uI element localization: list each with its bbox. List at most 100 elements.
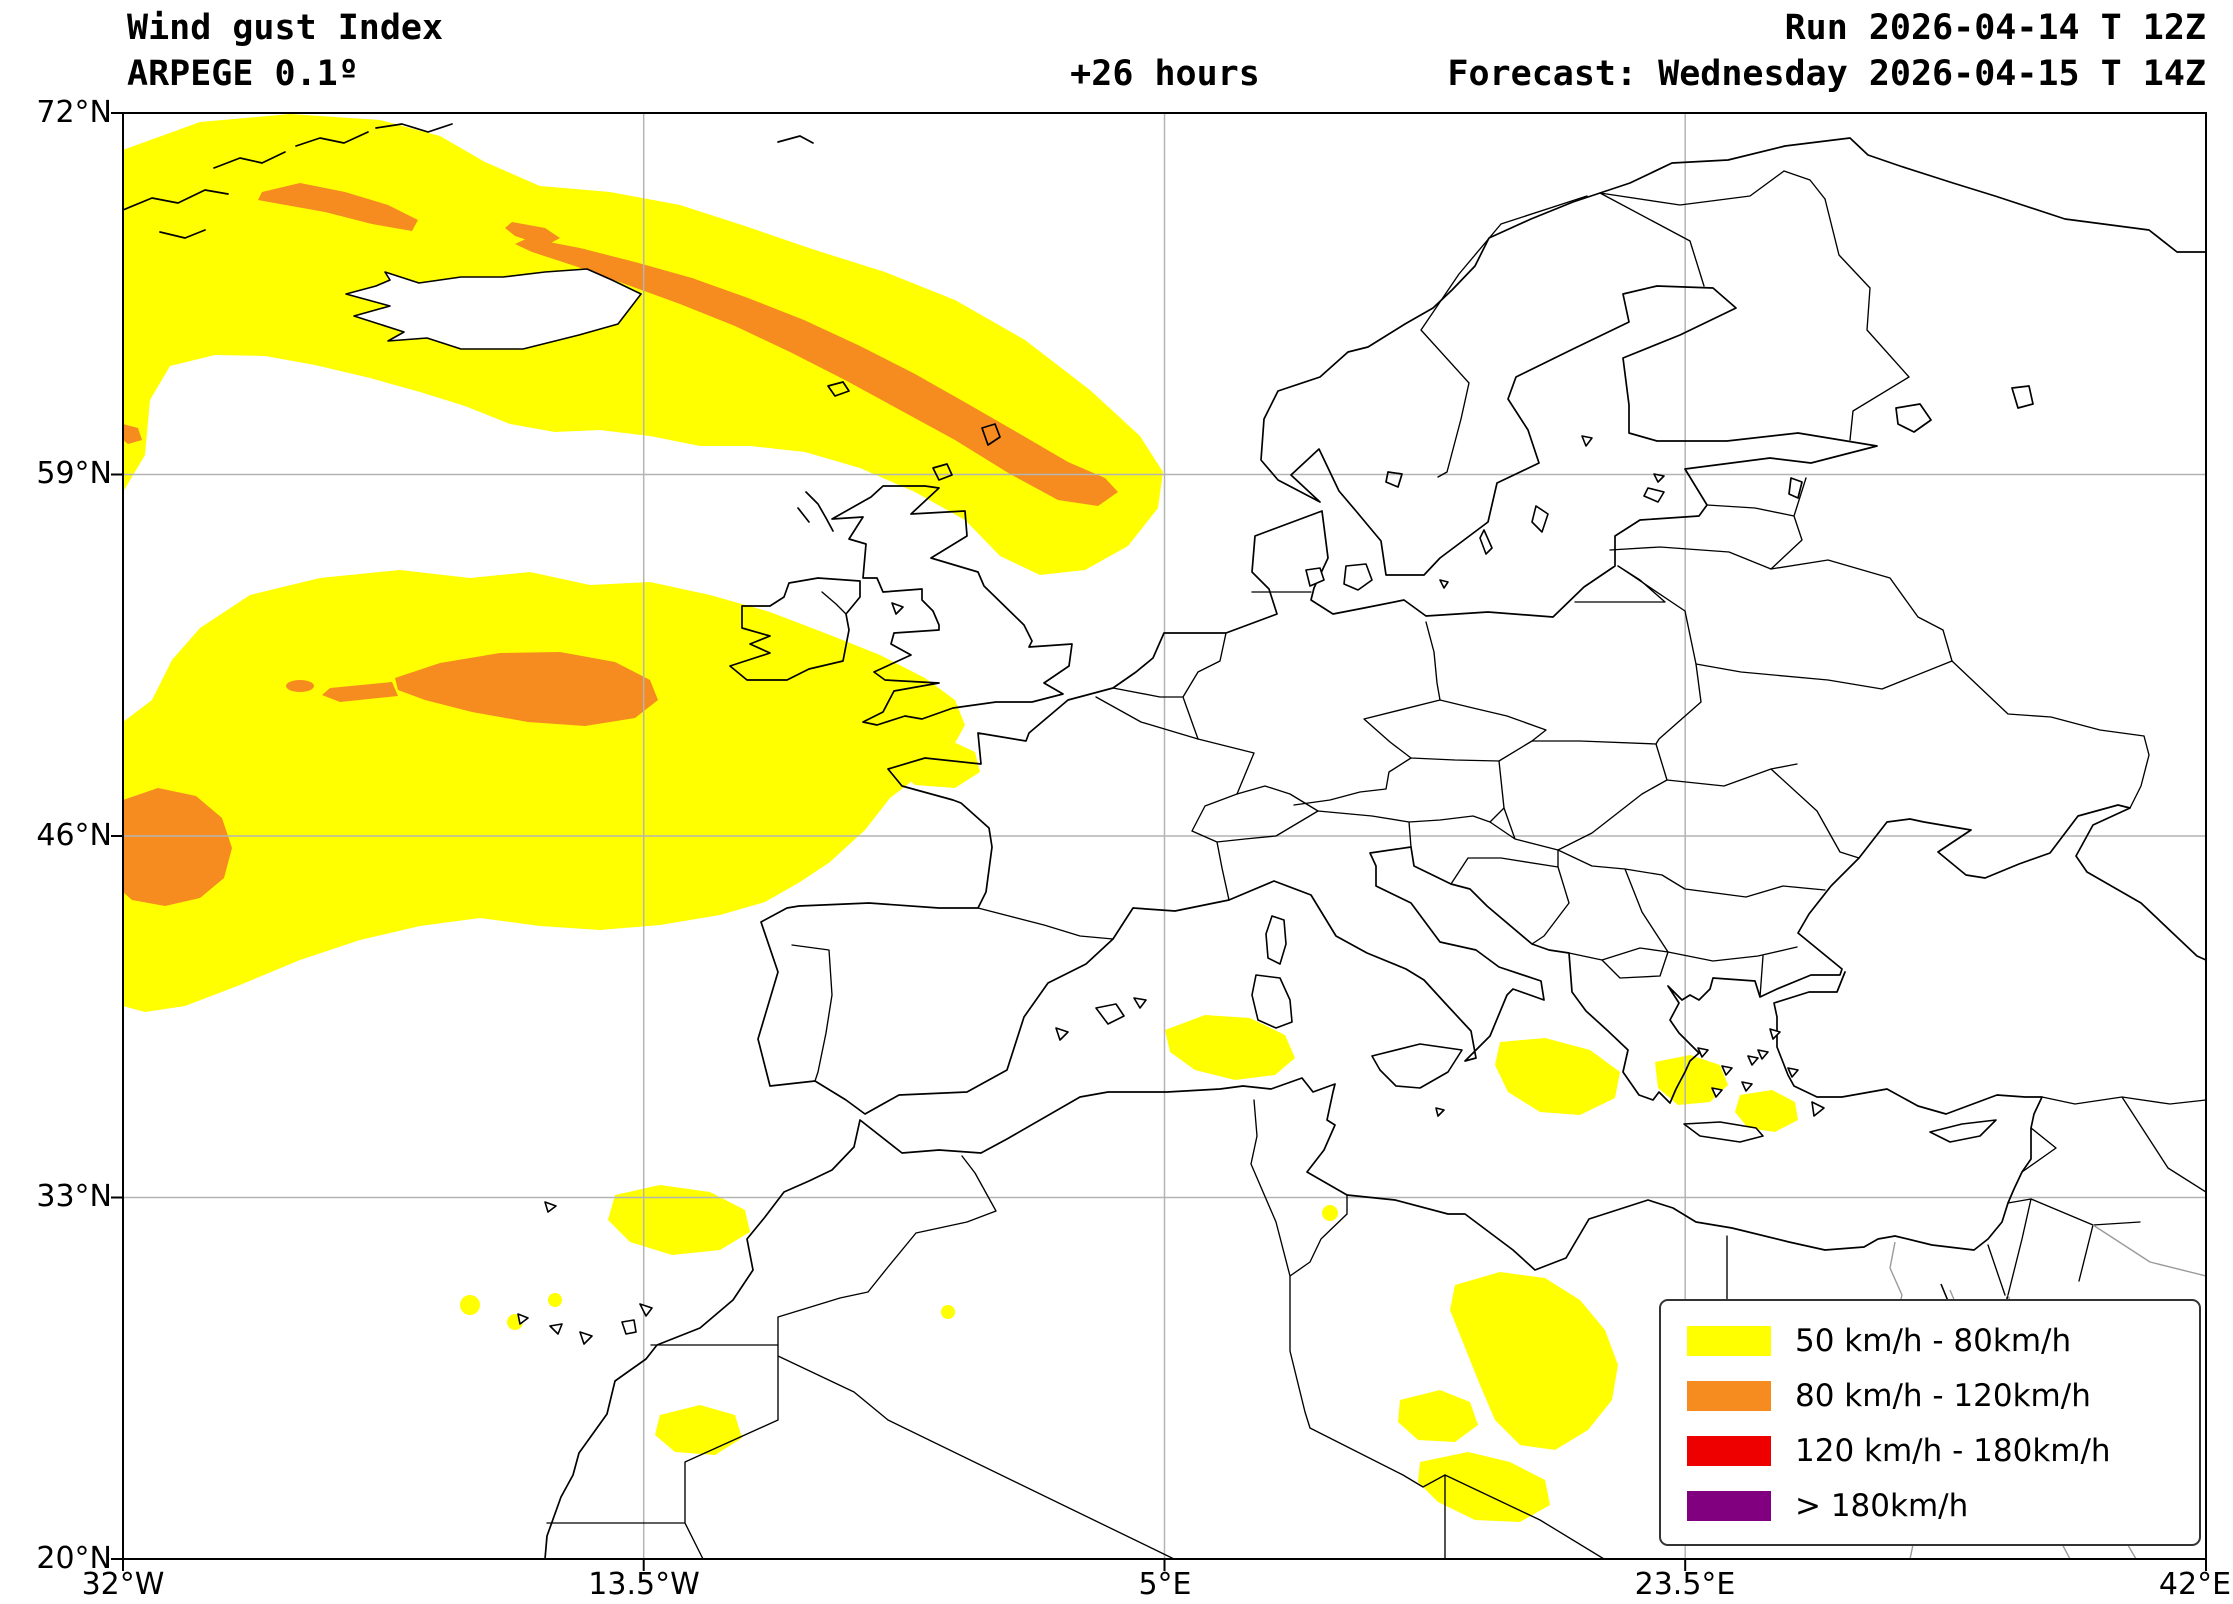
menorca: [1133, 997, 1147, 1009]
legend-swatch-yellow: [1687, 1325, 1771, 1356]
gust-area-ireland-biscay: [123, 570, 965, 1012]
lon-tick-label: 32°W: [81, 1567, 165, 1602]
border-romania-moldova: [1666, 763, 1860, 859]
border-turkey-syria-iraq: [2041, 1096, 2206, 1193]
corsica: [1265, 915, 1287, 965]
gotland: [1531, 505, 1549, 533]
border-baltics: [1609, 477, 1807, 570]
border-belarus-ukraine: [1695, 660, 1953, 690]
lake-onega: [2011, 385, 2034, 409]
ireland: [729, 577, 861, 681]
axis-ticks: [111, 112, 2207, 1571]
border-switzerland: [1191, 785, 1319, 843]
lake-peipus: [1788, 477, 1803, 499]
legend-swatch-red: [1687, 1435, 1771, 1466]
bornholm: [1439, 579, 1449, 589]
saaremaa: [1643, 487, 1665, 503]
legend-label: 80 km/h - 120km/h: [1795, 1377, 2091, 1414]
mallorca: [1095, 1003, 1125, 1025]
lat-tick-label: 59°N: [36, 456, 112, 491]
aegean-islands: [1697, 1028, 1799, 1098]
gust-area-aegean-1: [1655, 1055, 1728, 1105]
ibiza: [1055, 1027, 1069, 1041]
lon-tick-label: 23.5°E: [1634, 1567, 1736, 1602]
legend-item: > 180km/h: [1687, 1478, 2199, 1533]
run-label: Run 2026-04-14 T 12Z: [1784, 8, 2206, 48]
malta: [1435, 1107, 1445, 1117]
product-title: Wind gust Index: [127, 8, 444, 48]
border-ukraine-russia: [1951, 660, 2150, 809]
legend-label: 50 km/h - 80km/h: [1795, 1322, 2072, 1359]
orkney: [932, 463, 953, 481]
border-finland-russia: [1824, 198, 1910, 441]
anatolia-levant-africa: [544, 971, 2043, 1559]
crete: [1683, 1121, 1764, 1143]
legend: 50 km/h - 80km/h 80 km/h - 120km/h 120 k…: [1659, 1299, 2201, 1546]
isle-of-man: [891, 602, 904, 615]
hebrides: [797, 491, 834, 532]
sardinia: [1251, 974, 1293, 1029]
gust-spot-libya-coast: [1322, 1205, 1338, 1221]
border-western-sahara: [546, 1344, 1175, 1559]
gust-area-egypt-2: [1398, 1390, 1478, 1442]
oland: [1479, 529, 1493, 555]
border-levant: [1987, 1127, 2141, 1296]
border-poland-east: [1531, 565, 1702, 745]
border-portugal-spain: [791, 944, 833, 1082]
border-balkans-south: [1568, 868, 1798, 998]
border-benelux: [1112, 632, 1227, 740]
sicily: [1371, 1043, 1463, 1089]
lead-time-label: +26 hours: [1070, 54, 1260, 94]
europe-mainland: [757, 137, 2206, 1115]
lake-ladoga: [1895, 403, 1932, 433]
lat-tick-label: 33°N: [36, 1179, 112, 1214]
lon-tick-label: 42°E: [2158, 1567, 2232, 1602]
legend-label: 120 km/h - 180km/h: [1795, 1432, 2111, 1469]
gust-area-channel: [895, 738, 980, 788]
gust-area-iceland-scotland-band: [515, 238, 1118, 506]
gust-area-west-ireland: [395, 652, 658, 726]
gust-area-west-ireland-dot: [286, 680, 314, 692]
legend-swatch-orange: [1687, 1380, 1771, 1411]
gust-area-biscay-west: [123, 788, 232, 906]
lat-tick-label: 20°N: [36, 1541, 112, 1576]
rhodes: [1811, 1101, 1825, 1117]
gust-areas-80-120: [123, 183, 1118, 906]
gust-area-egypt-3: [1418, 1452, 1550, 1522]
border-belarus-russia: [1770, 559, 1953, 662]
gust-spot-canary-1: [460, 1295, 480, 1315]
gust-area-greenland-streak: [258, 183, 418, 231]
border-norway-sweden: [1420, 195, 1588, 478]
aland: [1581, 435, 1593, 447]
legend-item: 50 km/h - 80km/h: [1687, 1313, 2199, 1368]
border-bosnia-serbia: [1450, 849, 1570, 945]
lat-tick-label: 46°N: [36, 818, 112, 853]
zealand: [1343, 563, 1373, 591]
lake-vanern: [1385, 471, 1403, 488]
border-morocco-algeria: [777, 1155, 997, 1346]
lon-tick-label: 5°E: [1138, 1567, 1192, 1602]
border-hungary-west: [1489, 807, 1559, 851]
madeira: [544, 1201, 557, 1213]
model-label: ARPEGE 0.1º: [127, 54, 359, 94]
jan-mayen: [777, 135, 814, 144]
legend-item: 80 km/h - 120km/h: [1687, 1368, 2199, 1423]
gust-area-aegean-2: [1735, 1090, 1798, 1132]
arabia-border: [2092, 1224, 2206, 1277]
border-tunisia-algeria: [1250, 1099, 1291, 1277]
gust-spot-algeria: [941, 1305, 955, 1319]
gust-areas-50-80: [123, 114, 1798, 1522]
legend-item: 120 km/h - 180km/h: [1687, 1423, 2199, 1478]
border-spain-france: [977, 907, 1114, 940]
funen: [1305, 567, 1325, 587]
border-sweden-finland: [1599, 192, 1705, 287]
gust-area-egypt-1: [1450, 1272, 1618, 1450]
shetland: [981, 423, 1001, 446]
gust-area-band-fragment: [505, 222, 560, 246]
gust-area-left-edge-dot: [123, 424, 142, 444]
gust-spot-canary-3: [548, 1293, 562, 1307]
legend-label: > 180km/h: [1795, 1487, 1969, 1524]
legend-swatch-purple: [1687, 1490, 1771, 1521]
